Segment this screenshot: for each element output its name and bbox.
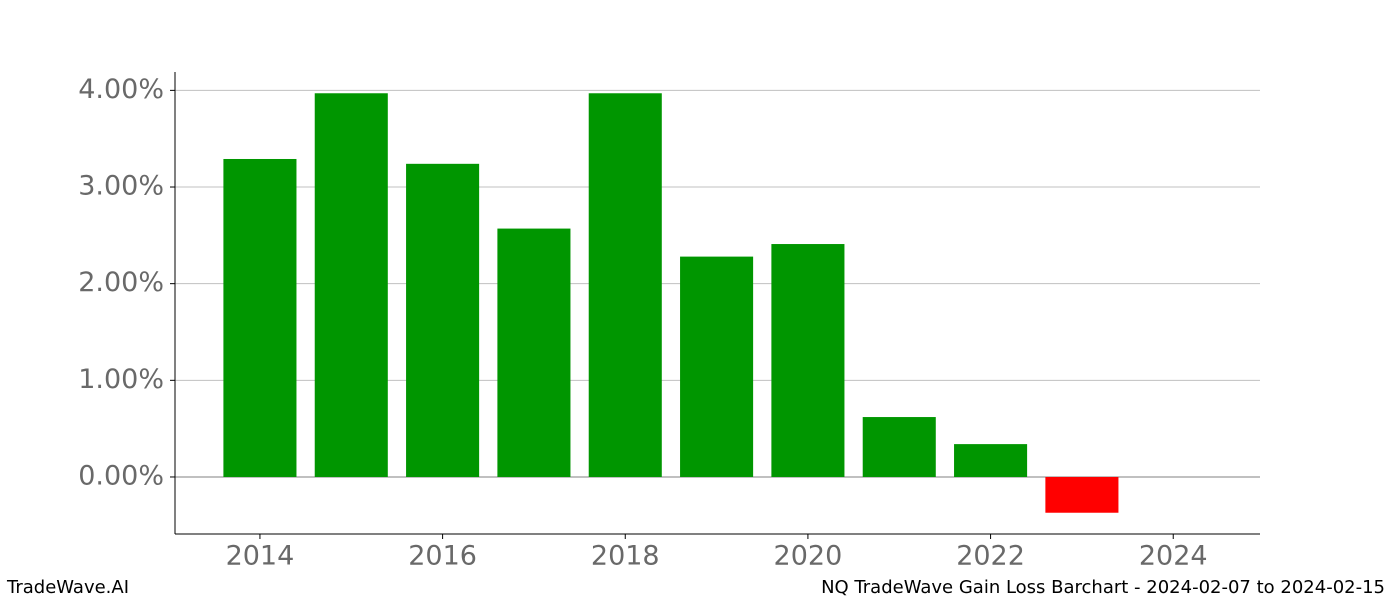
x-tick-label: 2016 [408, 541, 477, 572]
x-tick-label: 2022 [956, 541, 1025, 572]
bar [862, 417, 936, 477]
footer-left: TradeWave.AI [6, 577, 129, 598]
y-tick-label: 4.00% [78, 74, 164, 105]
bar [1045, 476, 1119, 513]
bar [497, 228, 571, 477]
bar [314, 93, 388, 477]
bar [954, 444, 1028, 477]
bar [680, 256, 754, 477]
y-tick-label: 1.00% [78, 364, 164, 395]
y-tick-label: 0.00% [78, 460, 164, 491]
x-tick-label: 2020 [774, 541, 843, 572]
x-tick-label: 2014 [226, 541, 295, 572]
x-tick-label: 2018 [591, 541, 660, 572]
bar [771, 244, 845, 477]
bar [223, 158, 297, 477]
footer-right: NQ TradeWave Gain Loss Barchart - 2024-0… [821, 577, 1385, 598]
bar [406, 163, 480, 477]
bar [588, 93, 662, 477]
y-tick-label: 2.00% [78, 267, 164, 298]
x-tick-label: 2024 [1139, 541, 1208, 572]
y-tick-label: 3.00% [78, 171, 164, 202]
